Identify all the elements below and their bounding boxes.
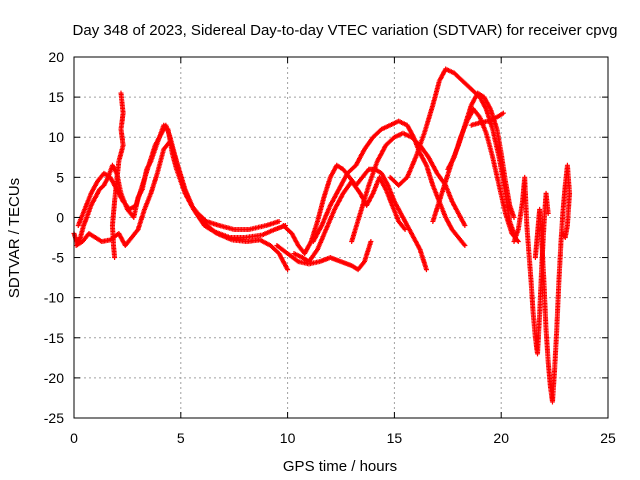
x-tick-label: 20 bbox=[493, 430, 509, 446]
x-tick-label: 10 bbox=[280, 430, 296, 446]
series-trace bbox=[292, 176, 407, 264]
series-layer bbox=[71, 66, 573, 405]
y-tick-label: 10 bbox=[48, 129, 64, 145]
series-trace bbox=[311, 119, 467, 247]
y-tick-label: -20 bbox=[44, 370, 64, 386]
series-trace bbox=[349, 131, 467, 243]
series-arc-11 bbox=[445, 106, 521, 245]
series-trace bbox=[446, 107, 520, 243]
y-tick-label: 0 bbox=[56, 209, 64, 225]
series-trace bbox=[110, 92, 126, 259]
y-tick-label: 15 bbox=[48, 89, 64, 105]
y-ticks: -25 -20 -15 -10 -5 0 5 10 15 20 bbox=[44, 49, 608, 426]
series-arc-13 bbox=[511, 174, 551, 357]
y-tick-label: -15 bbox=[44, 330, 64, 346]
y-axis-label: SDTVAR / TECUs bbox=[6, 178, 23, 298]
y-tick-label: -5 bbox=[52, 250, 65, 266]
x-axis-label: GPS time / hours bbox=[283, 458, 397, 475]
series-arc-5 bbox=[291, 174, 408, 265]
y-tick-label: -25 bbox=[44, 410, 64, 426]
series-trace bbox=[275, 240, 373, 272]
y-tick-label: 5 bbox=[56, 169, 64, 185]
series-arc-3 bbox=[75, 122, 291, 273]
x-tick-label: 25 bbox=[600, 430, 616, 446]
x-tick-label: 5 bbox=[177, 430, 185, 446]
series-trace bbox=[470, 111, 505, 128]
x-ticks: 0 5 10 15 20 25 bbox=[70, 57, 616, 446]
x-tick-label: 15 bbox=[387, 430, 403, 446]
series-trace bbox=[76, 124, 290, 271]
series-arc-12 bbox=[468, 110, 506, 128]
series-arc-6 bbox=[274, 239, 374, 273]
series-arc-15 bbox=[109, 90, 126, 261]
series-arc-14 bbox=[532, 162, 573, 405]
chart-title: Day 348 of 2023, Sidereal Day-to-day VTE… bbox=[73, 22, 618, 39]
y-tick-label: 20 bbox=[48, 49, 64, 65]
plot-frame bbox=[73, 56, 609, 419]
series-trace bbox=[281, 163, 429, 271]
x-tick-label: 0 bbox=[70, 430, 78, 446]
y-tick-label: -10 bbox=[44, 290, 64, 306]
series-trace bbox=[533, 164, 572, 403]
